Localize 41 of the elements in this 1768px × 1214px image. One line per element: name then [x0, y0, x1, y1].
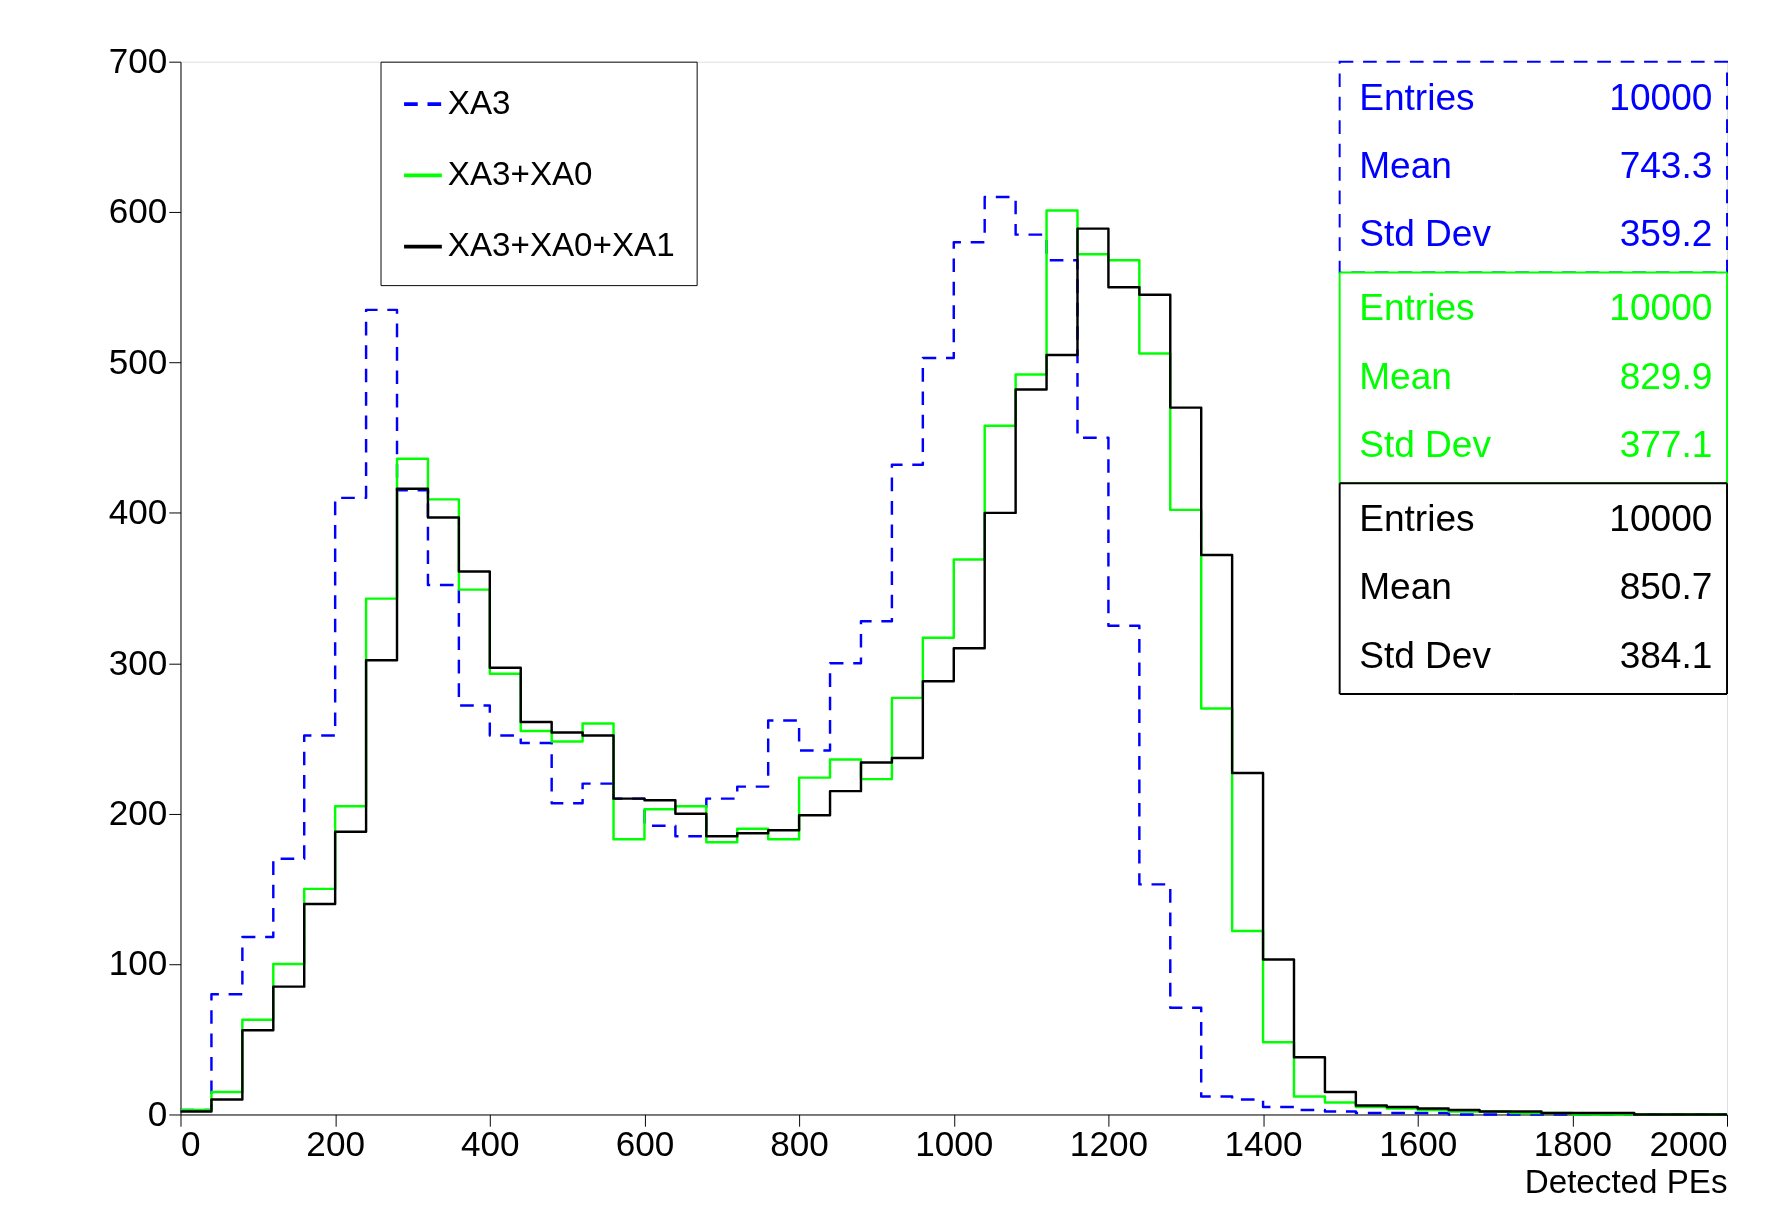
x-axis-title: Detected PEs [1524, 1163, 1728, 1201]
y-tick-label: 0 [147, 1093, 168, 1133]
annotation: 359.2 [1619, 212, 1713, 255]
annotation: 10000 [1609, 75, 1713, 118]
legend-label: XA3+XA0+XA1 [447, 226, 675, 264]
x-tick-label: 2000 [1649, 1123, 1728, 1163]
annotation: 384.1 [1619, 633, 1713, 676]
annotation: 850.7 [1619, 565, 1713, 608]
annotation: Std Dev [1359, 422, 1492, 465]
annotation: Std Dev [1359, 212, 1492, 255]
y-tick-label: 300 [108, 642, 168, 682]
x-tick-label: 0 [181, 1123, 201, 1163]
x-tick-label: 800 [770, 1123, 829, 1163]
x-tick-label: 1800 [1533, 1123, 1612, 1163]
x-tick-label: 1600 [1379, 1123, 1458, 1163]
annotation: 10000 [1609, 286, 1713, 329]
y-tick-label: 200 [108, 792, 168, 832]
annotation: 829.9 [1619, 354, 1713, 397]
annotation: Entries [1359, 286, 1475, 329]
annotation: Entries [1359, 75, 1475, 118]
annotation: Std Dev [1359, 633, 1492, 676]
y-tick-label: 600 [108, 191, 168, 231]
x-tick-label: 200 [306, 1123, 365, 1163]
x-tick-label: 400 [461, 1123, 520, 1163]
legend-label: XA3 [447, 83, 511, 121]
annotation: Mean [1359, 143, 1452, 186]
x-tick-label: 1400 [1224, 1123, 1303, 1163]
x-tick-label: 600 [615, 1123, 675, 1163]
y-tick-label: 400 [108, 492, 168, 532]
x-tick-label: 1200 [1069, 1123, 1148, 1163]
x-tick-label: 1000 [915, 1123, 994, 1163]
y-tick-label: 700 [108, 40, 168, 80]
annotation: Entries [1359, 497, 1475, 540]
legend-label: XA3+XA0 [447, 155, 593, 193]
annotation: 743.3 [1619, 143, 1713, 186]
y-tick-label: 100 [108, 943, 168, 983]
annotation: 377.1 [1619, 422, 1713, 465]
annotation: Mean [1359, 354, 1452, 397]
y-tick-label: 500 [108, 341, 168, 381]
annotation: Mean [1359, 565, 1452, 608]
annotation: 10000 [1609, 497, 1713, 540]
